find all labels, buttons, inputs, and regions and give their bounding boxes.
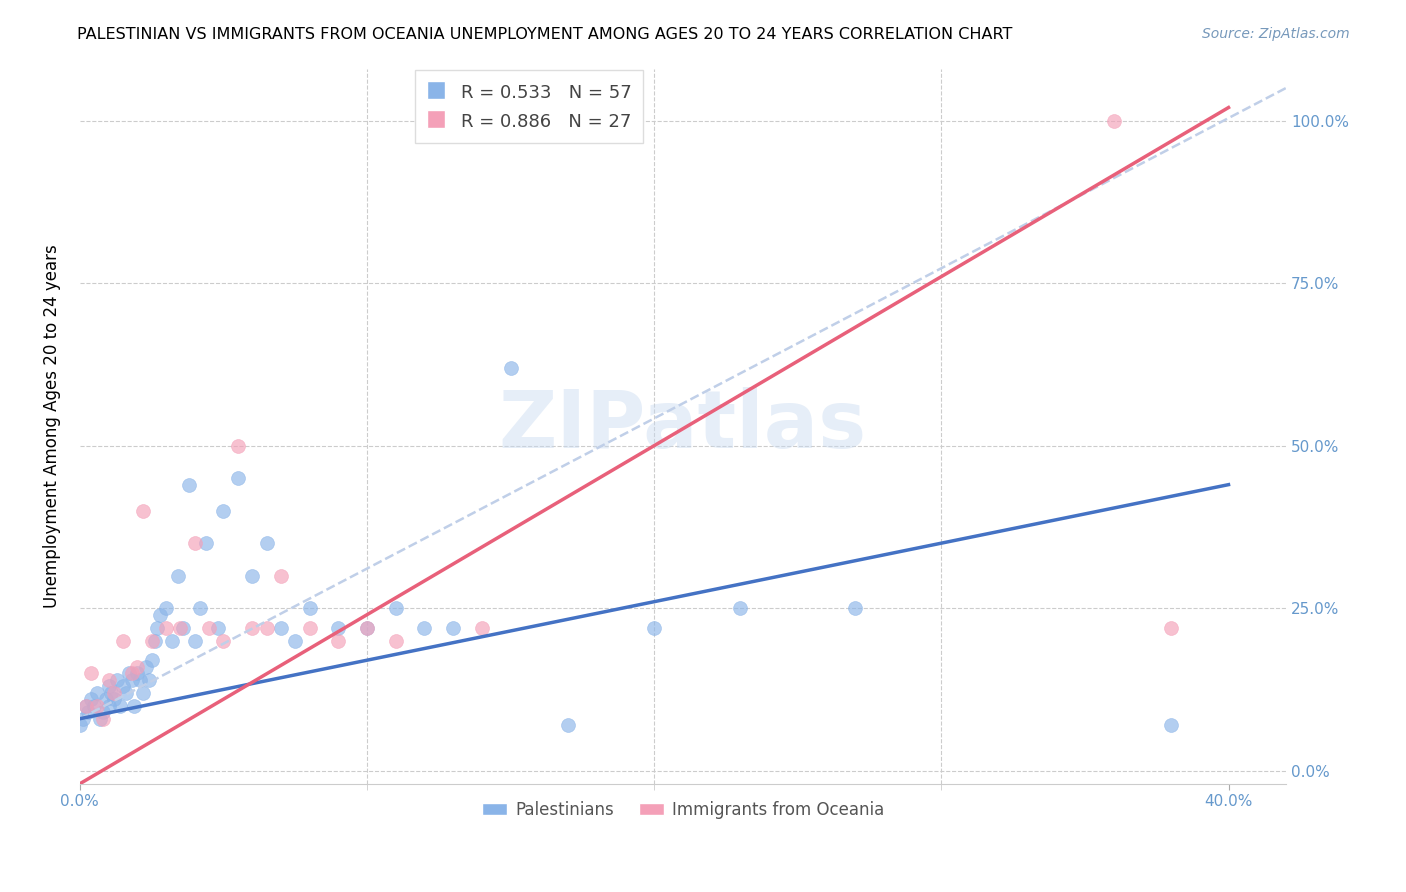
Point: [413, 621, 436, 635]
Point: [844, 601, 866, 615]
Point: [441, 621, 464, 635]
Point: [256, 621, 278, 635]
Point: [103, 692, 125, 706]
Point: [195, 536, 218, 550]
Point: [114, 686, 136, 700]
Point: [643, 621, 665, 635]
Point: [91, 712, 114, 726]
Point: [160, 633, 183, 648]
Point: [97, 673, 120, 687]
Point: [121, 673, 143, 687]
Point: [184, 536, 207, 550]
Point: [89, 712, 111, 726]
Text: PALESTINIAN VS IMMIGRANTS FROM OCEANIA UNEMPLOYMENT AMONG AGES 20 TO 24 YEARS CO: PALESTINIAN VS IMMIGRANTS FROM OCEANIA U…: [77, 27, 1012, 42]
Point: [1160, 718, 1182, 732]
Point: [298, 601, 321, 615]
Point: [80, 666, 103, 681]
Point: [557, 718, 579, 732]
Text: Source: ZipAtlas.com: Source: ZipAtlas.com: [1202, 27, 1350, 41]
Point: [384, 601, 406, 615]
Point: [471, 621, 494, 635]
Point: [77, 705, 100, 719]
Text: ZIPatlas: ZIPatlas: [499, 387, 868, 465]
Point: [141, 633, 163, 648]
Point: [149, 607, 172, 622]
Point: [100, 686, 122, 700]
Point: [72, 712, 94, 726]
Point: [240, 568, 263, 582]
Point: [97, 698, 120, 713]
Point: [94, 692, 117, 706]
Point: [111, 679, 134, 693]
Point: [146, 621, 169, 635]
Y-axis label: Unemployment Among Ages 20 to 24 years: Unemployment Among Ages 20 to 24 years: [44, 244, 60, 608]
Point: [86, 698, 108, 713]
Point: [108, 698, 131, 713]
Point: [86, 686, 108, 700]
Point: [129, 673, 152, 687]
Point: [384, 633, 406, 648]
Point: [118, 666, 141, 681]
Point: [256, 536, 278, 550]
Point: [207, 621, 229, 635]
Point: [177, 477, 200, 491]
Point: [155, 621, 177, 635]
Point: [138, 673, 160, 687]
Point: [132, 503, 155, 517]
Point: [97, 679, 120, 693]
Point: [184, 633, 207, 648]
Point: [499, 360, 522, 375]
Point: [111, 633, 134, 648]
Point: [198, 621, 221, 635]
Point: [143, 633, 166, 648]
Point: [75, 698, 97, 713]
Point: [124, 698, 146, 713]
Point: [212, 633, 235, 648]
Point: [155, 601, 177, 615]
Point: [135, 659, 157, 673]
Point: [91, 705, 114, 719]
Point: [172, 621, 194, 635]
Point: [356, 621, 378, 635]
Point: [1102, 113, 1125, 128]
Point: [328, 621, 350, 635]
Point: [190, 601, 212, 615]
Point: [121, 666, 143, 681]
Point: [1160, 621, 1182, 635]
Point: [298, 621, 321, 635]
Point: [80, 692, 103, 706]
Point: [328, 633, 350, 648]
Point: [169, 621, 191, 635]
Point: [127, 659, 149, 673]
Point: [83, 698, 105, 713]
Legend: Palestinians, Immigrants from Oceania: Palestinians, Immigrants from Oceania: [475, 794, 891, 825]
Point: [226, 471, 249, 485]
Point: [270, 568, 292, 582]
Point: [226, 439, 249, 453]
Point: [212, 503, 235, 517]
Point: [356, 621, 378, 635]
Point: [166, 568, 188, 582]
Point: [270, 621, 292, 635]
Point: [240, 621, 263, 635]
Point: [127, 666, 149, 681]
Point: [141, 653, 163, 667]
Point: [730, 601, 752, 615]
Point: [103, 686, 125, 700]
Point: [284, 633, 307, 648]
Point: [75, 698, 97, 713]
Point: [69, 718, 91, 732]
Point: [132, 686, 155, 700]
Point: [105, 673, 128, 687]
